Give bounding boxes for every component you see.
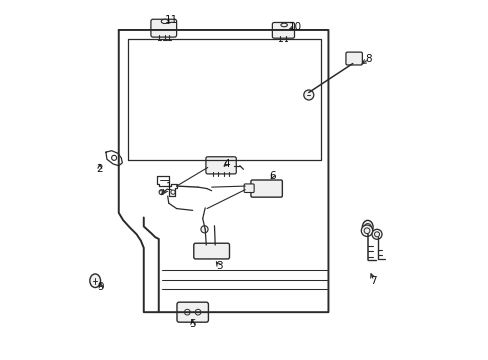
Ellipse shape: [281, 23, 287, 27]
Circle shape: [361, 225, 372, 237]
Text: 2: 2: [96, 164, 103, 174]
FancyBboxPatch shape: [250, 180, 282, 197]
Text: 5: 5: [189, 319, 196, 329]
Text: 1: 1: [166, 182, 172, 192]
Text: 10: 10: [288, 22, 302, 32]
FancyBboxPatch shape: [205, 157, 236, 174]
Text: 4: 4: [223, 159, 229, 169]
Ellipse shape: [362, 220, 372, 234]
FancyBboxPatch shape: [244, 184, 254, 193]
FancyBboxPatch shape: [177, 302, 208, 322]
Text: 8: 8: [365, 54, 371, 64]
Ellipse shape: [161, 19, 168, 23]
Circle shape: [303, 90, 313, 100]
Text: 9: 9: [98, 282, 104, 292]
Text: 7: 7: [370, 276, 376, 286]
Text: 3: 3: [216, 261, 223, 271]
FancyBboxPatch shape: [193, 243, 229, 259]
FancyBboxPatch shape: [272, 22, 294, 38]
Ellipse shape: [90, 274, 101, 288]
Circle shape: [201, 226, 207, 233]
Circle shape: [371, 229, 381, 239]
FancyBboxPatch shape: [345, 52, 362, 65]
Text: 6: 6: [268, 171, 275, 181]
Text: 11: 11: [164, 15, 178, 25]
FancyBboxPatch shape: [151, 19, 176, 37]
